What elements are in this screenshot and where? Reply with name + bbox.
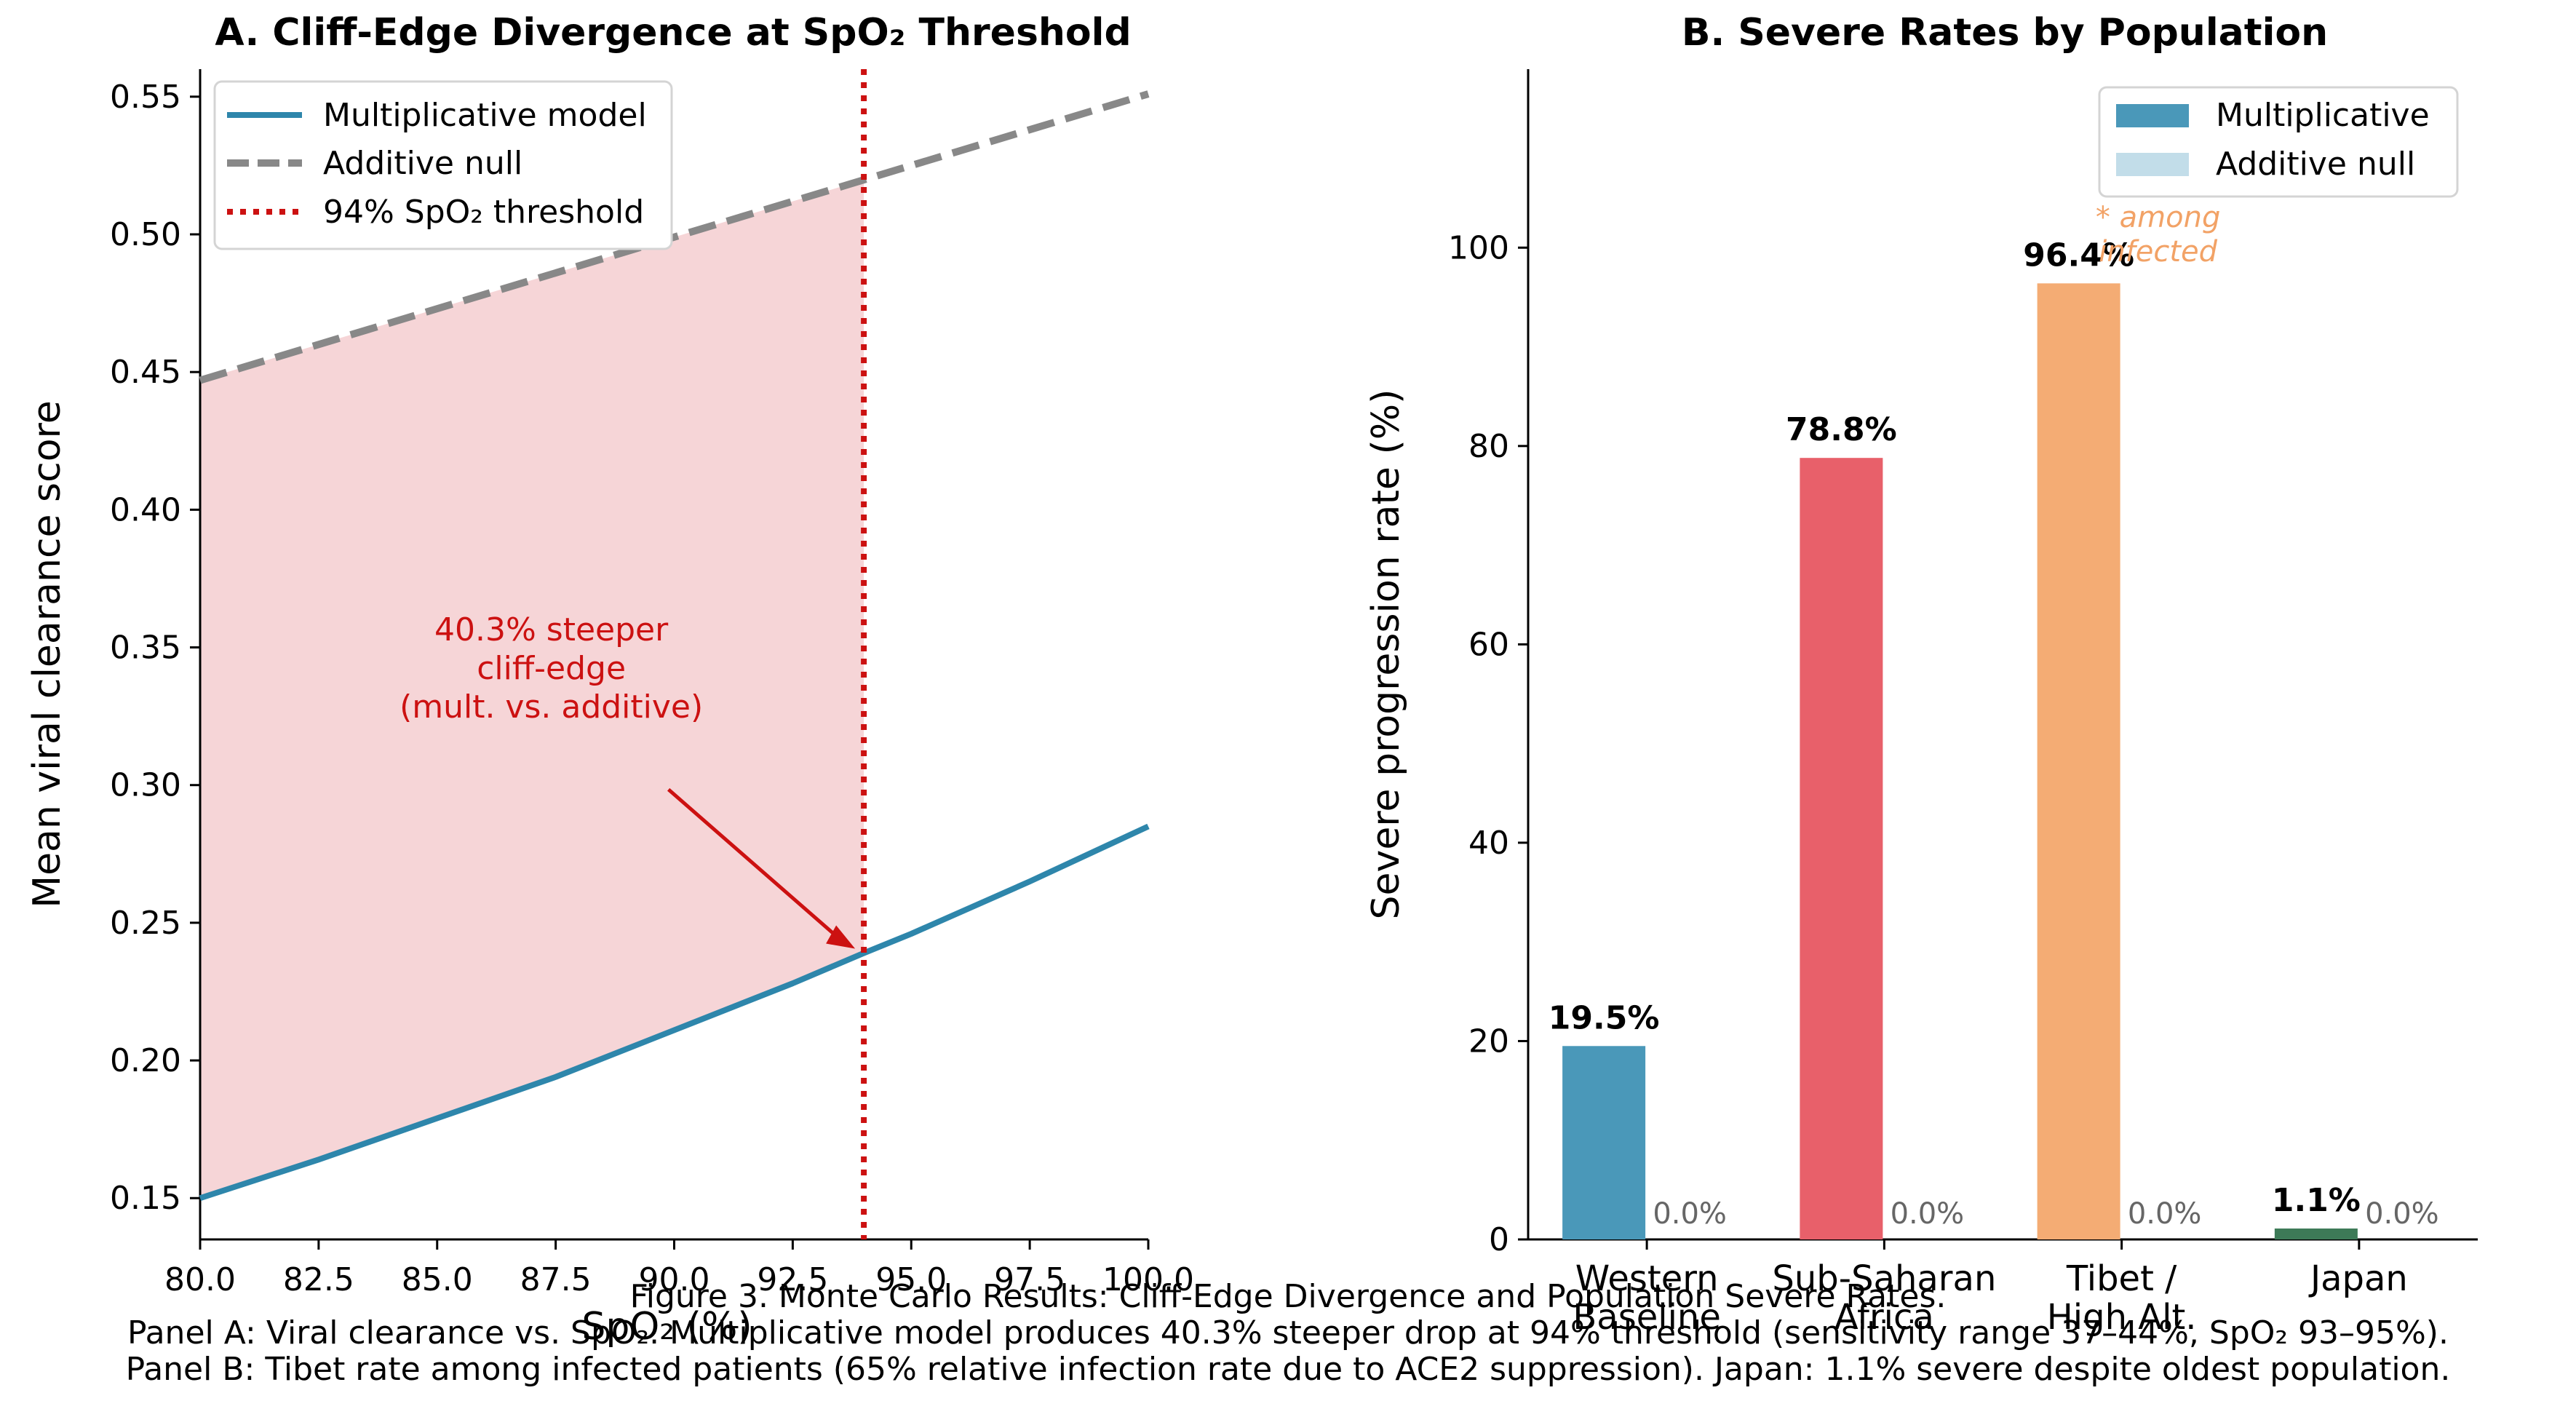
- y-tick-label: 40: [1468, 825, 1509, 862]
- y-tick-label: 0: [1489, 1221, 1509, 1258]
- category-label: High Alt.: [2047, 1297, 2197, 1338]
- y-tick-label: 0.30: [110, 767, 181, 804]
- bar-value-label: 78.8%: [1786, 411, 1897, 448]
- x-tick-label: 87.5: [520, 1261, 592, 1298]
- x-tick-label: 95.0: [875, 1261, 947, 1298]
- x-tick-label: 92.5: [757, 1261, 828, 1298]
- annotation-text: cliff-edge: [477, 650, 626, 687]
- category-label: Western: [1575, 1258, 1719, 1299]
- category-label: Africa: [1834, 1297, 1934, 1338]
- y-tick-label: 20: [1468, 1023, 1509, 1060]
- y-tick-label: 0.15: [110, 1180, 181, 1217]
- category-label: Sub-Saharan: [1772, 1258, 1996, 1299]
- category-label: Tibet /: [2066, 1258, 2177, 1299]
- panel-a-line-chart: 80.0 82.5 85.0 87.5 90.0 92.5 95.0 97.5 100.0 0.1…: [25, 11, 1194, 1349]
- additive-null-line: [199, 90, 1150, 384]
- y-tick-label: 0.45: [110, 354, 181, 391]
- bar-value-label-additive: 0.0%: [1891, 1197, 1965, 1231]
- legend-additive-swatch: [2116, 153, 2189, 176]
- x-tick-label: 85.0: [402, 1261, 473, 1298]
- multiplicative-model-line: [199, 823, 1150, 1202]
- legend-additive-null-label: Additive null: [323, 145, 522, 182]
- panel-a-title: A. Cliff-Edge Divergence at SpO₂ Thresho…: [215, 11, 1131, 55]
- y-tick-label: 60: [1468, 626, 1509, 663]
- legend-multiplicative-label: Multiplicative model: [323, 97, 647, 134]
- bar-value-label: 1.1%: [2272, 1182, 2361, 1219]
- divergence-shaded-area: [200, 180, 864, 1199]
- y-tick-label: 0.25: [110, 905, 181, 942]
- legend-multiplicative-label: Multiplicative: [2216, 97, 2430, 134]
- x-tick-label: 100.0: [1102, 1261, 1194, 1298]
- bar-value-label-additive: 0.0%: [2128, 1197, 2202, 1231]
- y-tick-label: 80: [1468, 428, 1509, 465]
- legend-multiplicative-swatch: [2116, 104, 2189, 127]
- panel-a-y-label: Mean viral clearance score: [25, 400, 69, 908]
- legend-additive-label: Additive null: [2216, 146, 2415, 183]
- figure-caption-panel-a: Panel A: Viral clearance vs. SpO₂. Multi…: [127, 1314, 2449, 1352]
- x-tick-label: 80.0: [164, 1261, 236, 1298]
- y-tick-label: 0.55: [110, 79, 181, 116]
- bar-value-label: 96.4%: [2023, 237, 2134, 274]
- x-tick-label: 82.5: [283, 1261, 354, 1298]
- bar-value-label-additive: 0.0%: [1653, 1197, 1727, 1231]
- panel-b-title: B. Severe Rates by Population: [1682, 11, 2328, 55]
- x-tick-label: 97.5: [994, 1261, 1065, 1298]
- figure-caption-panel-b: Panel B: Tibet rate among infected patie…: [125, 1351, 2451, 1388]
- legend-box: [213, 80, 673, 250]
- panel-b-y-label: Severe progression rate (%): [1364, 389, 1408, 920]
- panel-a-x-label: SpO₂ (%): [581, 1305, 752, 1349]
- annotation-arrow-head: [826, 925, 856, 949]
- annotation-arrow-shaft: [667, 787, 840, 940]
- panel-a-legend: Multiplicative model Additive null 94% SpO…: [213, 80, 673, 250]
- legend-threshold-label: 94% SpO₂ threshold: [323, 194, 644, 231]
- annotation-text: 40.3% steeper: [434, 611, 669, 648]
- bar-multiplicative: [2037, 283, 2120, 1240]
- bar-multiplicative: [1800, 458, 1883, 1239]
- annotation-text: (mult. vs. additive): [399, 688, 703, 726]
- bar-multiplicative: [1562, 1046, 1646, 1239]
- category-label: Baseline: [1573, 1297, 1721, 1338]
- bar-value-label-additive: 0.0%: [2365, 1197, 2439, 1231]
- y-tick-label: 0.35: [110, 630, 181, 667]
- y-tick-label: 0.20: [110, 1042, 181, 1079]
- note-among-infected: infected: [2099, 235, 2217, 269]
- bar-value-label: 19.5%: [1549, 999, 1660, 1036]
- category-label: Japan: [2308, 1258, 2408, 1299]
- y-tick-label: 100: [1448, 229, 1509, 266]
- panel-b-legend: Multiplicative Additive null: [2098, 86, 2459, 198]
- x-tick-label: 90.0: [639, 1261, 710, 1298]
- bar-multiplicative: [2274, 1229, 2358, 1239]
- figure-caption-title: Figure 3. Monte Carlo Results: Cliff-Edg…: [629, 1278, 1947, 1315]
- y-tick-label: 0.50: [110, 216, 181, 253]
- y-tick-label: 0.40: [110, 491, 181, 528]
- note-among-infected: * among: [2096, 201, 2220, 234]
